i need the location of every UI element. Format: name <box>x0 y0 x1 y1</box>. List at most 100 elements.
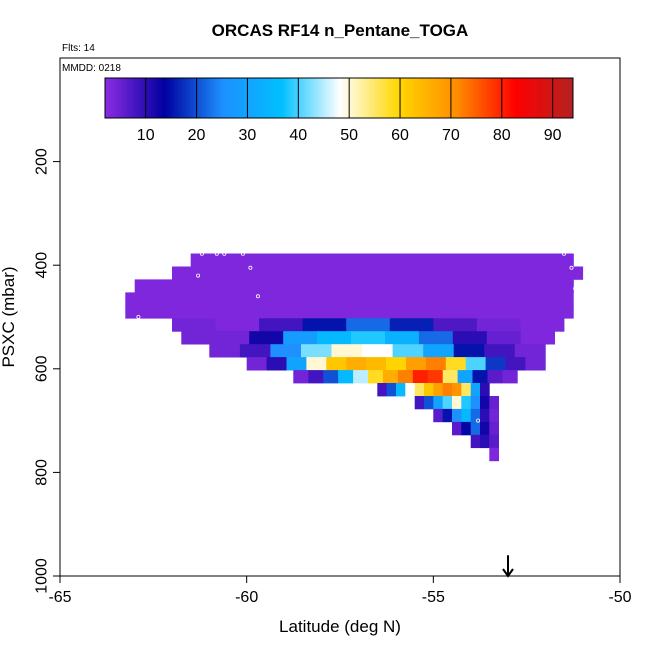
heatmap-cell <box>414 383 425 397</box>
heatmap-cell <box>480 434 490 449</box>
heatmap-cell <box>396 383 406 397</box>
colorbar-swatch <box>537 78 540 118</box>
colorbar-tick-label: 40 <box>289 127 307 144</box>
colorbar-swatch <box>305 78 308 118</box>
colorbar-swatch <box>183 78 186 118</box>
colorbar-swatch <box>387 78 390 118</box>
colorbar-swatch <box>285 78 288 118</box>
heatmap-cell <box>480 421 490 436</box>
heatmap-cell <box>489 434 499 449</box>
colorbar-swatch <box>323 78 326 118</box>
colorbar-swatch <box>115 78 118 118</box>
heatmap-cell <box>461 421 471 436</box>
colorbar-swatch <box>507 78 510 118</box>
colorbar-swatch <box>357 78 360 118</box>
heatmap-cell <box>134 279 574 293</box>
heatmap-cell <box>301 344 332 358</box>
heatmap-cell <box>317 331 352 345</box>
colorbar-swatch <box>111 78 114 118</box>
colorbar-swatch <box>337 78 340 118</box>
plot-frame <box>59 57 621 577</box>
colorbar-swatch <box>355 78 358 118</box>
heatmap-cell <box>266 357 287 371</box>
colorbar-swatch <box>553 78 556 118</box>
colorbar-swatch <box>469 78 472 118</box>
colorbar-swatch <box>231 78 234 118</box>
colorbar-swatch <box>455 78 458 118</box>
colorbar-swatch <box>569 78 572 118</box>
heatmap-cell <box>453 344 485 358</box>
sample-point <box>136 314 141 319</box>
colorbar-swatch <box>363 78 366 118</box>
colorbar-swatch <box>523 78 526 118</box>
x-tick-label: -55 <box>422 589 445 606</box>
heatmap-cell <box>389 318 434 332</box>
heatmap-cell <box>406 357 427 371</box>
colorbar-swatch <box>465 78 468 118</box>
colorbar-swatch <box>185 78 188 118</box>
colorbar-swatch <box>225 78 228 118</box>
y-tick-label: 800 <box>34 459 51 486</box>
colorbar-swatch <box>541 78 544 118</box>
colorbar-swatch <box>209 78 212 118</box>
colorbar-swatch <box>409 78 412 118</box>
colorbar-swatch <box>187 78 190 118</box>
heatmap-cell <box>442 383 453 397</box>
colorbar-swatch <box>439 78 442 118</box>
colorbar-swatch <box>311 78 314 118</box>
colorbar-swatch <box>119 78 122 118</box>
colorbar-swatch <box>151 78 154 118</box>
heatmap-cell <box>331 344 363 358</box>
colorbar-swatch <box>131 78 134 118</box>
colorbar-swatch <box>389 78 392 118</box>
colorbar-swatch <box>475 78 478 118</box>
heatmap-cell <box>362 344 393 358</box>
heatmap-cell <box>351 331 386 345</box>
sample-point <box>562 251 567 256</box>
heatmap-cell <box>386 383 397 397</box>
heatmap-cell <box>442 408 453 423</box>
sample-point <box>505 509 510 514</box>
heatmap-cell <box>215 331 250 345</box>
colorbar-swatch <box>429 78 432 118</box>
colorbar-swatch <box>223 78 226 118</box>
colorbar-swatch <box>491 78 494 118</box>
colorbar-swatch <box>215 78 218 118</box>
heatmap-cell <box>418 331 454 345</box>
heatmap-cell <box>520 331 555 345</box>
heatmap-cell <box>125 292 574 306</box>
colorbar-swatch <box>165 78 168 118</box>
colorbar-swatch <box>463 78 466 118</box>
colorbar-swatch <box>269 78 272 118</box>
colorbar-swatch <box>137 78 140 118</box>
colorbar-swatch <box>371 78 374 118</box>
heatmap-cell <box>476 318 521 332</box>
heatmap-cell <box>346 318 391 332</box>
colorbar-swatch <box>503 78 506 118</box>
heatmap-cell <box>425 357 447 371</box>
colorbar-swatch <box>289 78 292 118</box>
colorbar-swatch <box>461 78 464 118</box>
heatmap-cell <box>484 344 516 358</box>
heatmap-cell <box>392 344 424 358</box>
colorbar-swatch <box>167 78 170 118</box>
colorbar-tick-label: 10 <box>137 127 155 144</box>
heatmap-cell <box>338 370 354 384</box>
heatmap-cell <box>172 318 216 332</box>
colorbar-swatch <box>149 78 152 118</box>
colorbar-swatch <box>249 78 252 118</box>
heatmap-cell <box>520 318 565 332</box>
colorbar-swatch <box>457 78 460 118</box>
heatmap-cell <box>249 331 284 345</box>
colorbar-swatch <box>517 78 520 118</box>
colorbar-swatch <box>459 78 462 118</box>
heatmap-cell <box>382 370 399 384</box>
colorbar-swatch <box>533 78 536 118</box>
colorbar-tick-label: 90 <box>544 127 562 144</box>
colorbar-swatch <box>481 78 484 118</box>
colorbar-swatch <box>563 78 566 118</box>
colorbar-swatch <box>237 78 240 118</box>
colorbar-swatch <box>443 78 446 118</box>
colorbar-swatch <box>263 78 266 118</box>
y-axis-label: PSXC (mbar) <box>0 266 18 367</box>
